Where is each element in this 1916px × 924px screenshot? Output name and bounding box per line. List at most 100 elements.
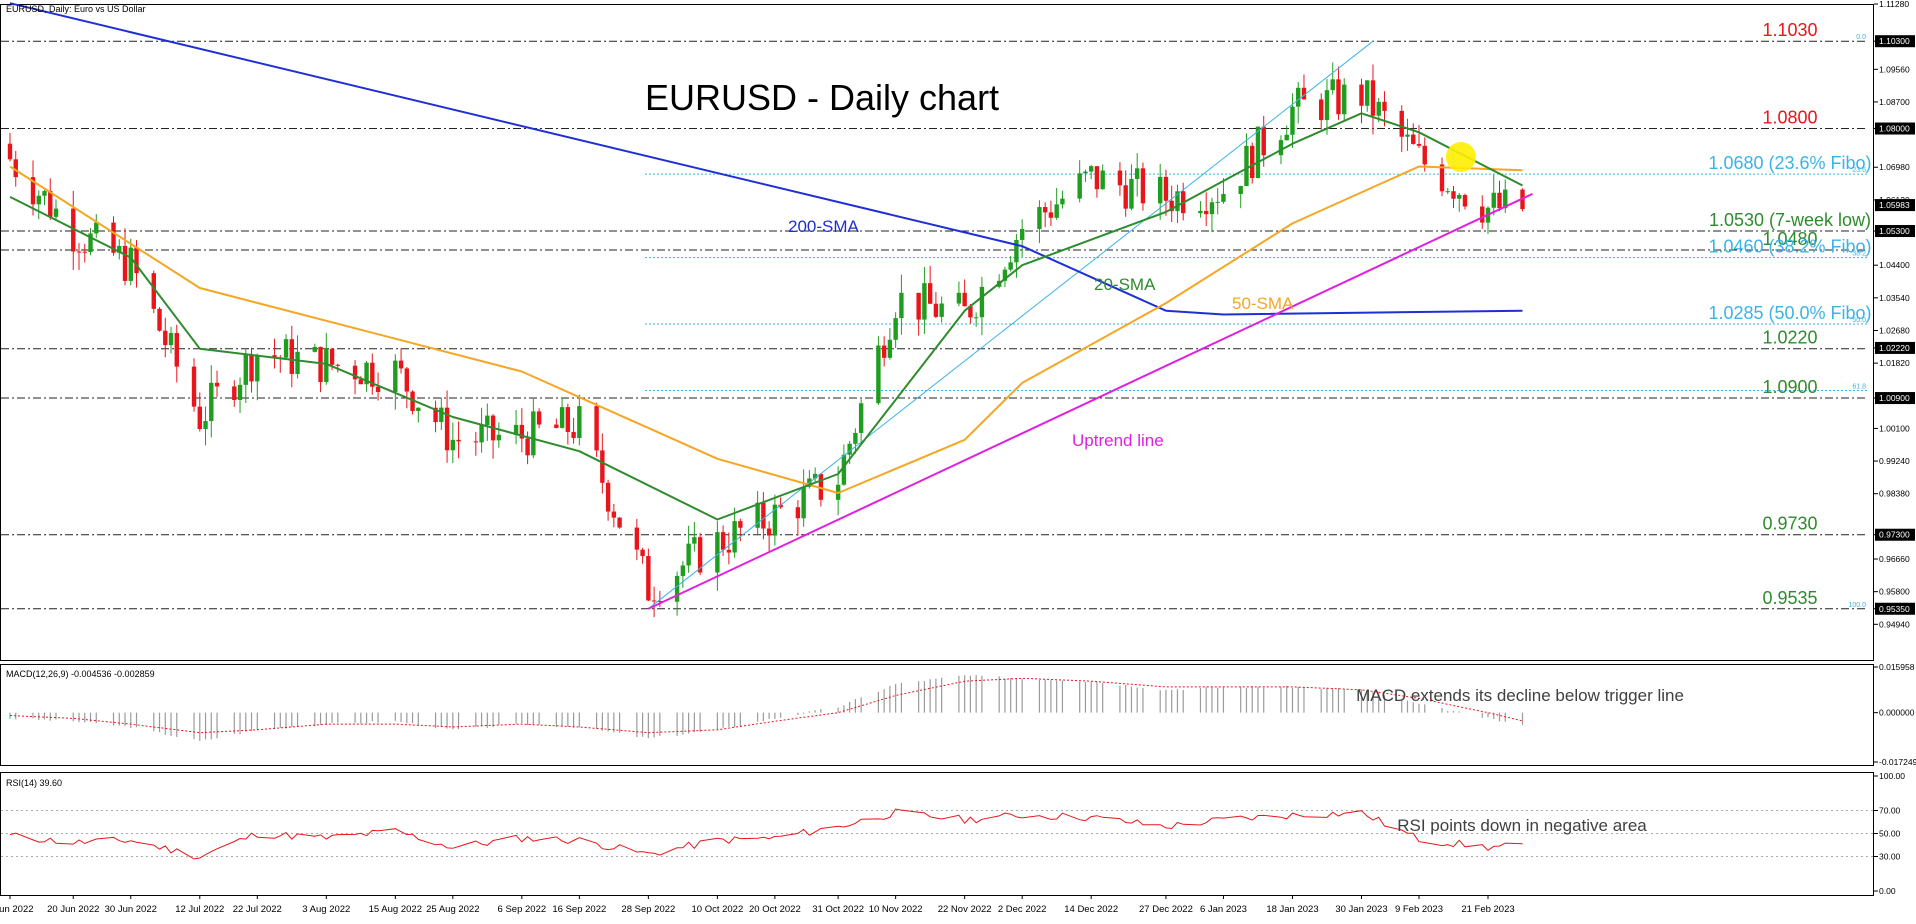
sma20-line bbox=[9, 112, 1523, 521]
price-tick-box bbox=[1875, 122, 1915, 135]
price-tick-label: 1.06980 bbox=[1879, 162, 1910, 172]
candle bbox=[617, 517, 622, 529]
candle bbox=[1140, 162, 1146, 211]
candle-body bbox=[1284, 134, 1289, 141]
candle-body bbox=[795, 507, 801, 519]
candle bbox=[853, 428, 858, 454]
candle bbox=[1324, 79, 1330, 135]
candle-body bbox=[1319, 99, 1324, 121]
candle bbox=[370, 353, 375, 395]
uptrend-line-label: Uptrend line bbox=[1072, 431, 1164, 450]
candle-body bbox=[801, 486, 806, 519]
date-tick-label: 20 Oct 2022 bbox=[749, 904, 801, 915]
price-tick-box bbox=[1875, 528, 1915, 541]
price-tick-label: 1.11280 bbox=[1879, 0, 1909, 9]
rsi-panel-frame bbox=[0, 772, 1874, 896]
candle-body bbox=[289, 339, 294, 374]
candle-body bbox=[1163, 176, 1169, 201]
candle-body bbox=[686, 543, 691, 566]
candle-body bbox=[594, 406, 599, 451]
candle-body bbox=[657, 601, 663, 603]
candle-body bbox=[174, 333, 179, 367]
candle bbox=[237, 377, 243, 414]
candle bbox=[352, 360, 358, 395]
price-tick-box bbox=[1875, 602, 1915, 615]
price-tick-label: 1.01820 bbox=[1879, 358, 1910, 368]
date-tick-label: 6 Sep 2022 bbox=[498, 904, 547, 915]
candle bbox=[674, 571, 680, 616]
candle bbox=[761, 492, 766, 540]
candle-body bbox=[456, 439, 461, 442]
candle-body bbox=[237, 384, 243, 400]
candle-body bbox=[565, 407, 571, 432]
last-price-label: 1.05983 bbox=[1879, 200, 1910, 210]
date-tick-label: 10 Oct 2022 bbox=[691, 904, 743, 915]
candle-body bbox=[283, 339, 289, 358]
candle-body bbox=[697, 537, 703, 573]
candle bbox=[1491, 174, 1496, 216]
candle-body bbox=[255, 355, 260, 382]
candle bbox=[128, 238, 133, 286]
macd-panel-frame bbox=[0, 664, 1874, 766]
level-label-5: 1.0460 (38.2% Fibo) bbox=[1708, 237, 1871, 257]
candle-body bbox=[398, 360, 404, 369]
candle bbox=[778, 497, 783, 509]
candle bbox=[197, 392, 202, 432]
candle bbox=[887, 328, 893, 360]
rsi-annotation: RSI points down in negative area bbox=[1397, 816, 1647, 835]
candle-body bbox=[88, 233, 93, 253]
candle-body bbox=[433, 407, 438, 423]
level-label-0: 1.1030 bbox=[1762, 20, 1817, 40]
candle-body bbox=[1445, 191, 1450, 193]
candle bbox=[927, 265, 933, 305]
price-series bbox=[7, 2, 1533, 618]
candle-body bbox=[1330, 79, 1335, 91]
candle-body bbox=[168, 333, 174, 346]
candle bbox=[122, 228, 128, 286]
candle bbox=[916, 292, 921, 336]
candle bbox=[772, 494, 778, 546]
date-tick-label: 30 Jun 2022 bbox=[105, 904, 157, 915]
candle bbox=[611, 503, 617, 528]
date-tick-label: 16 Sep 2022 bbox=[552, 904, 606, 915]
candle-body bbox=[720, 532, 726, 550]
candle-body bbox=[243, 354, 248, 385]
candle bbox=[536, 408, 542, 429]
candle-body bbox=[611, 511, 617, 518]
candle bbox=[7, 133, 13, 162]
candle-body bbox=[479, 425, 484, 443]
candle bbox=[519, 408, 525, 453]
candle-body bbox=[640, 549, 645, 557]
candle-body bbox=[1198, 210, 1203, 214]
candle bbox=[1330, 62, 1335, 95]
horizontal-levels: 1.1030 1.0800 1.0680 (23.6% Fibo)23.6 1.053… bbox=[1, 20, 1872, 610]
candle-body bbox=[128, 247, 133, 281]
candle bbox=[364, 361, 369, 392]
candle-body bbox=[617, 517, 622, 528]
candle-body bbox=[519, 424, 525, 439]
candle-body bbox=[393, 360, 398, 392]
candle-body bbox=[674, 575, 680, 602]
candle bbox=[1002, 266, 1008, 288]
candle-body bbox=[1042, 207, 1048, 213]
price-tick-label: 1.05300 bbox=[1879, 226, 1910, 236]
candle-body bbox=[1083, 171, 1088, 174]
candle-body bbox=[364, 362, 369, 385]
candle-body bbox=[1376, 101, 1381, 116]
candle-body bbox=[249, 354, 254, 382]
candle-body bbox=[42, 191, 47, 196]
candle-body bbox=[1422, 145, 1427, 165]
candle-body bbox=[1019, 229, 1025, 240]
level-label-4: 1.0480 bbox=[1762, 229, 1817, 249]
candle bbox=[1244, 133, 1249, 187]
candle-body bbox=[214, 382, 220, 387]
candle bbox=[1129, 164, 1134, 211]
candle-body bbox=[979, 286, 985, 318]
price-tick-label: 1.03540 bbox=[1879, 293, 1910, 303]
candle-body bbox=[841, 454, 847, 485]
date-tick-label: 2 Dec 2022 bbox=[998, 904, 1047, 915]
candle bbox=[243, 349, 248, 403]
candle bbox=[893, 312, 898, 349]
candle bbox=[1411, 123, 1416, 145]
candle bbox=[82, 243, 87, 263]
